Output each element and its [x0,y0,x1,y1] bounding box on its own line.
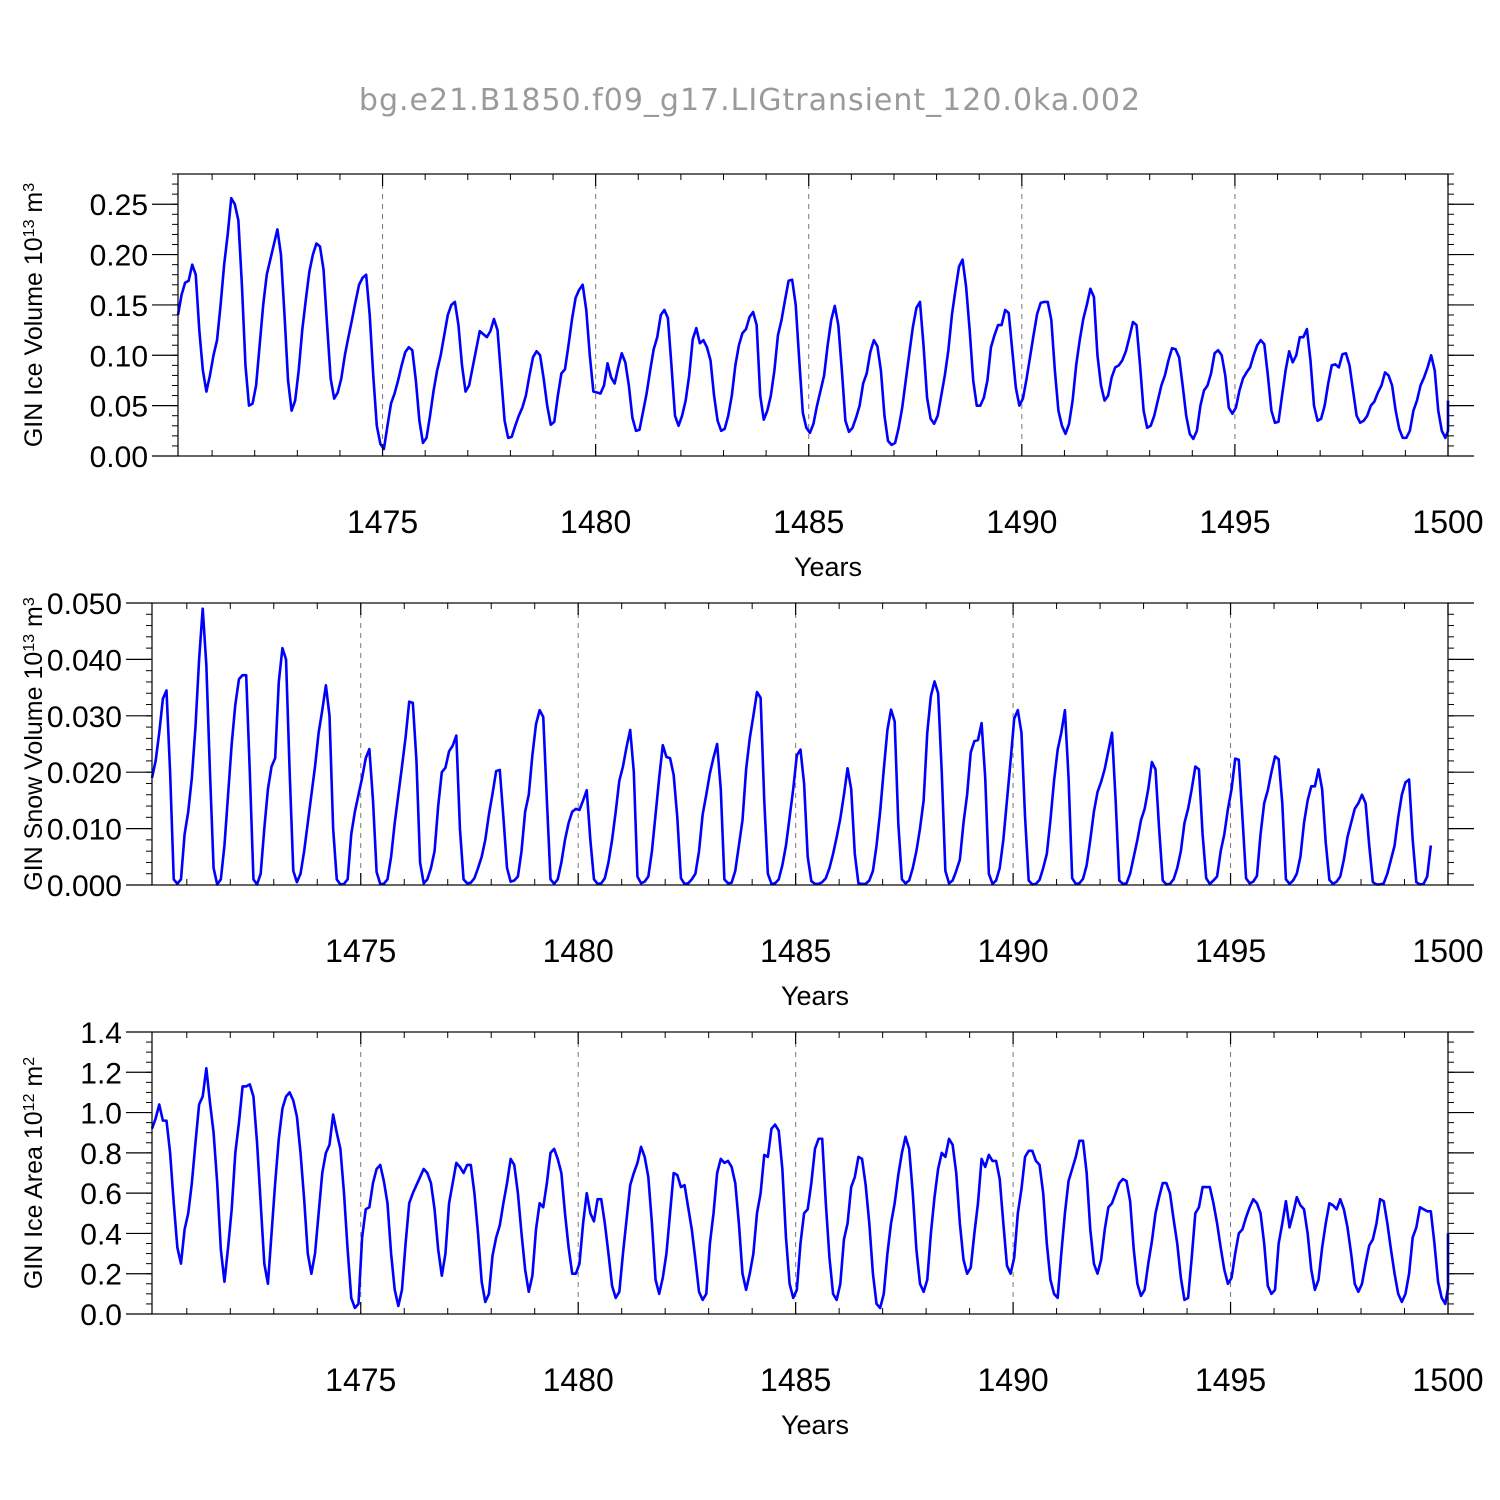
y-tick-label: 0.000 [47,870,122,903]
x-tick-label: 1485 [760,1362,831,1398]
x-tick-label: 1480 [543,933,614,969]
y-tick-label: 0.20 [90,240,148,273]
x-tick-label: 1495 [1199,504,1270,540]
y-axis-label: GIN Ice Area 1012 m2 [20,1057,48,1289]
plot-frame [151,602,1449,886]
y-tick-label: 1.0 [80,1098,122,1131]
x-tick-label: 1480 [560,504,631,540]
x-axis-label: Years [781,981,849,1011]
x-tick-label: 1500 [1412,933,1483,969]
x-tick-label: 1475 [325,1362,396,1398]
x-tick-label: 1500 [1412,504,1483,540]
y-tick-label: 1.2 [80,1057,122,1090]
panel-3: 1475 1480 1485 1490 1495 1500 Years 0.0 0.2 0.4 0.… [20,1017,1484,1440]
panels: 1475 1480 1485 1490 1495 1500 Years 0.00 0.05 0.1… [20,173,1484,1440]
y-tick-label: 0.25 [90,189,148,222]
x-tick-label: 1480 [543,1362,614,1398]
y-tick-label: 0.040 [47,644,122,677]
y-tick-label: 0.010 [47,814,122,847]
y-tick-label: 0.4 [80,1218,122,1251]
x-tick-label: 1490 [978,1362,1049,1398]
series-line [150,1066,1450,1310]
x-axis-label: Years [794,552,862,582]
y-tick-label: 0.10 [90,340,148,373]
x-axis-label: Years [781,1410,849,1440]
x-tick-label: 1495 [1195,933,1266,969]
y-tick-label: 0.6 [80,1178,122,1211]
y-tick-label: 0.05 [90,391,148,424]
x-tick-label: 1485 [760,933,831,969]
y-axis-label: GIN Ice Volume 1013 m3 [20,183,48,447]
y-tick-label: 0.8 [80,1138,122,1171]
y-tick-label: 0.0 [80,1299,122,1332]
series-line [150,607,1433,886]
plot-frame [151,1031,1449,1315]
y-tick-label: 0.2 [80,1259,122,1292]
chart-title: bg.e21.B1850.f09_g17.LIGtransient_120.0k… [359,83,1141,118]
panel-2: 1475 1480 1485 1490 1495 1500 Years 0.000 0.010 0… [20,588,1484,1011]
panel-1: 1475 1480 1485 1490 1495 1500 Years 0.00 0.05 0.1… [20,173,1484,582]
y-tick-label: 0.00 [90,441,148,474]
y-tick-label: 1.4 [80,1017,122,1050]
y-tick-label: 0.15 [90,290,148,323]
x-tick-label: 1475 [325,933,396,969]
x-tick-label: 1490 [986,504,1057,540]
y-tick-label: 0.030 [47,701,122,734]
x-tick-label: 1485 [773,504,844,540]
x-tick-label: 1500 [1412,1362,1483,1398]
series-line [176,196,1450,451]
x-tick-label: 1495 [1195,1362,1266,1398]
y-axis-label: GIN Snow Volume 1013 m3 [20,597,48,891]
y-tick-label: 0.020 [47,757,122,790]
y-tick-label: 0.050 [47,588,122,621]
x-tick-label: 1475 [347,504,418,540]
x-tick-label: 1490 [978,933,1049,969]
